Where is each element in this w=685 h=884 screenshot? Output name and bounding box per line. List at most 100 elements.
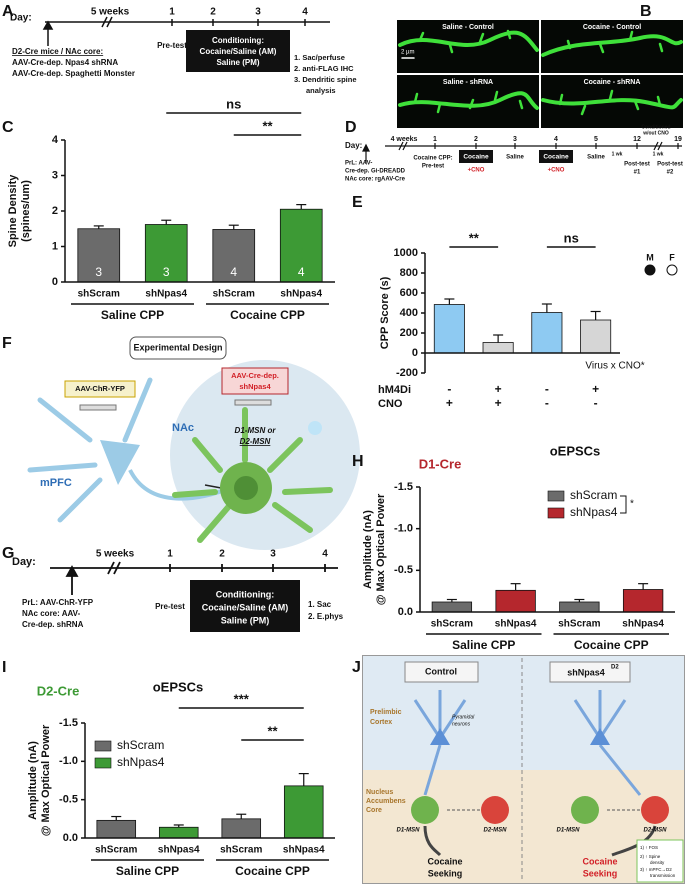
diagram-text: Pre-test: [422, 164, 444, 170]
diagram-text: D1-MSN: [396, 828, 420, 834]
condition-value: +: [495, 382, 502, 396]
condition-value: +: [495, 396, 502, 410]
chart-title: oEPSCs: [550, 443, 601, 458]
cocaine-box: [459, 150, 493, 163]
diagram-text: PrL: AAV-: [345, 161, 372, 167]
diagram-text: AAV-Cre-dep.: [231, 371, 279, 380]
diagram-text: w/out CNO: [642, 130, 669, 136]
axis-title: Amplitude (nA): [27, 741, 39, 820]
micrographs: [397, 20, 683, 128]
panel-label: H: [352, 453, 364, 470]
x-tick-label: shNpas4: [495, 619, 537, 630]
y-tick-label: -0.5: [394, 564, 413, 576]
legend-bracket: [620, 495, 627, 514]
diagram-text: 1. Sac/perfuse: [294, 53, 345, 62]
diagram-text: PrL: AAV-ChR-YFP: [22, 598, 94, 607]
diagram-text: 2) ↑ Spine: [640, 854, 661, 859]
bar-label: 3: [163, 265, 170, 279]
diagram-text: +CNO: [548, 168, 565, 174]
error-bar: [93, 225, 104, 229]
diagram-text: #1: [634, 170, 641, 176]
diagram-text: AAV-ChR-YFP: [75, 384, 125, 393]
legend-label: shNpas4: [570, 505, 618, 519]
axis-title: @ Max Optical Power: [375, 493, 387, 605]
diagram-text: Nucleus: [366, 789, 393, 796]
diagram-text: Cocaine - shRNA: [584, 79, 641, 86]
y-tick-label: 200: [400, 327, 418, 339]
diagram-text: Pre-test: [155, 602, 185, 611]
error-bar: [590, 310, 601, 320]
y-tick-label: 0: [412, 347, 418, 359]
diagram-text: 4: [322, 549, 328, 560]
y-tick-label: 1000: [394, 247, 418, 259]
diagram-text: 1 wk: [612, 151, 623, 157]
diagram-text: Experimental Design: [133, 342, 222, 352]
bar: [96, 819, 137, 839]
diagram-text: Cocaine/Saline (AM): [202, 602, 289, 612]
diagram-text: Saline: [587, 155, 605, 161]
significance-label: **: [262, 118, 273, 133]
significance-label: ns: [564, 230, 579, 245]
diagram-text: 1) ↑ FOS: [640, 845, 658, 850]
diagram-text: 1. Sac: [308, 600, 332, 609]
diagram-text: 3. Dendritic spine: [294, 75, 357, 84]
panel-label: D: [345, 119, 357, 136]
significance-label: ns: [226, 96, 241, 111]
diagram-text: 2: [219, 549, 225, 560]
error-bar: [574, 598, 585, 602]
diagram-text: 2. E.phys: [308, 612, 344, 621]
x-tick-label: shNpas4: [622, 619, 664, 630]
diagram-text: D2-Cre mice / NAc core:: [12, 47, 103, 56]
panel-label: E: [352, 194, 363, 211]
y-tick-label: -1.0: [394, 523, 413, 535]
legend-label: shScram: [117, 738, 164, 752]
x-tick-label: shScram: [95, 845, 137, 856]
diagram-text: D2-MSN: [643, 828, 667, 834]
condition-value: -: [545, 396, 549, 410]
diagram-text: Post-test: [624, 162, 650, 168]
legend-label: shNpas4: [117, 755, 165, 769]
diagram-text: 3: [255, 7, 261, 18]
y-tick-label: -1.5: [59, 717, 78, 729]
diagram-text: Cocaine - Control: [583, 24, 641, 31]
diagram-text: 1: [167, 549, 173, 560]
bar: [283, 785, 324, 839]
diagram-text: Day:: [10, 13, 32, 24]
diagram-text: D1-MSN or: [235, 426, 277, 435]
diagram-text: Cre-dep. Gi-DREADD: [345, 169, 406, 175]
bar: [433, 304, 465, 354]
x-tick-label: shScram: [431, 619, 473, 630]
diagram-text: Saline: [506, 155, 524, 161]
y-tick-label: 4: [52, 134, 59, 146]
legend-label: F: [669, 252, 675, 262]
x-tick-label: shNpas4: [145, 289, 187, 300]
diagram-text: Saline (PM): [221, 615, 270, 625]
diagram-text: Prelimbic: [370, 709, 402, 716]
group-label: Cocaine CPP: [230, 308, 305, 322]
significance-label: ***: [234, 691, 250, 706]
timeline-g: [50, 561, 338, 595]
diagram-text: NAc core: rgAAV-Cre: [345, 177, 406, 183]
timeline-d: [362, 141, 682, 164]
condition-value: +: [446, 396, 453, 410]
diagram-text: 3) ↑ mPFC→D2: [640, 867, 672, 872]
diagram-text: Saline - Control: [442, 24, 494, 31]
bar: [580, 319, 612, 354]
error-bar: [638, 583, 649, 590]
diagram-text: 1: [169, 7, 175, 18]
error-bar: [173, 824, 184, 828]
y-tick-label: 1: [52, 240, 58, 252]
bar: [495, 589, 536, 613]
diagram-text: Cre-dep. shRNA: [22, 620, 84, 629]
diagram-text: shNpas4: [567, 667, 605, 677]
bar: [559, 601, 600, 613]
bar: [221, 818, 262, 839]
diagram-text: Control: [425, 666, 457, 676]
diagram-text: D2-MSN: [483, 828, 507, 834]
legend-swatch: [547, 490, 565, 502]
diagram-text: D2-MSN: [240, 437, 271, 446]
diagram-text: Core: [366, 807, 382, 814]
diagram-text: Pre-test: [157, 41, 187, 50]
illustration-f: [27, 336, 360, 550]
error-bar: [510, 583, 521, 591]
